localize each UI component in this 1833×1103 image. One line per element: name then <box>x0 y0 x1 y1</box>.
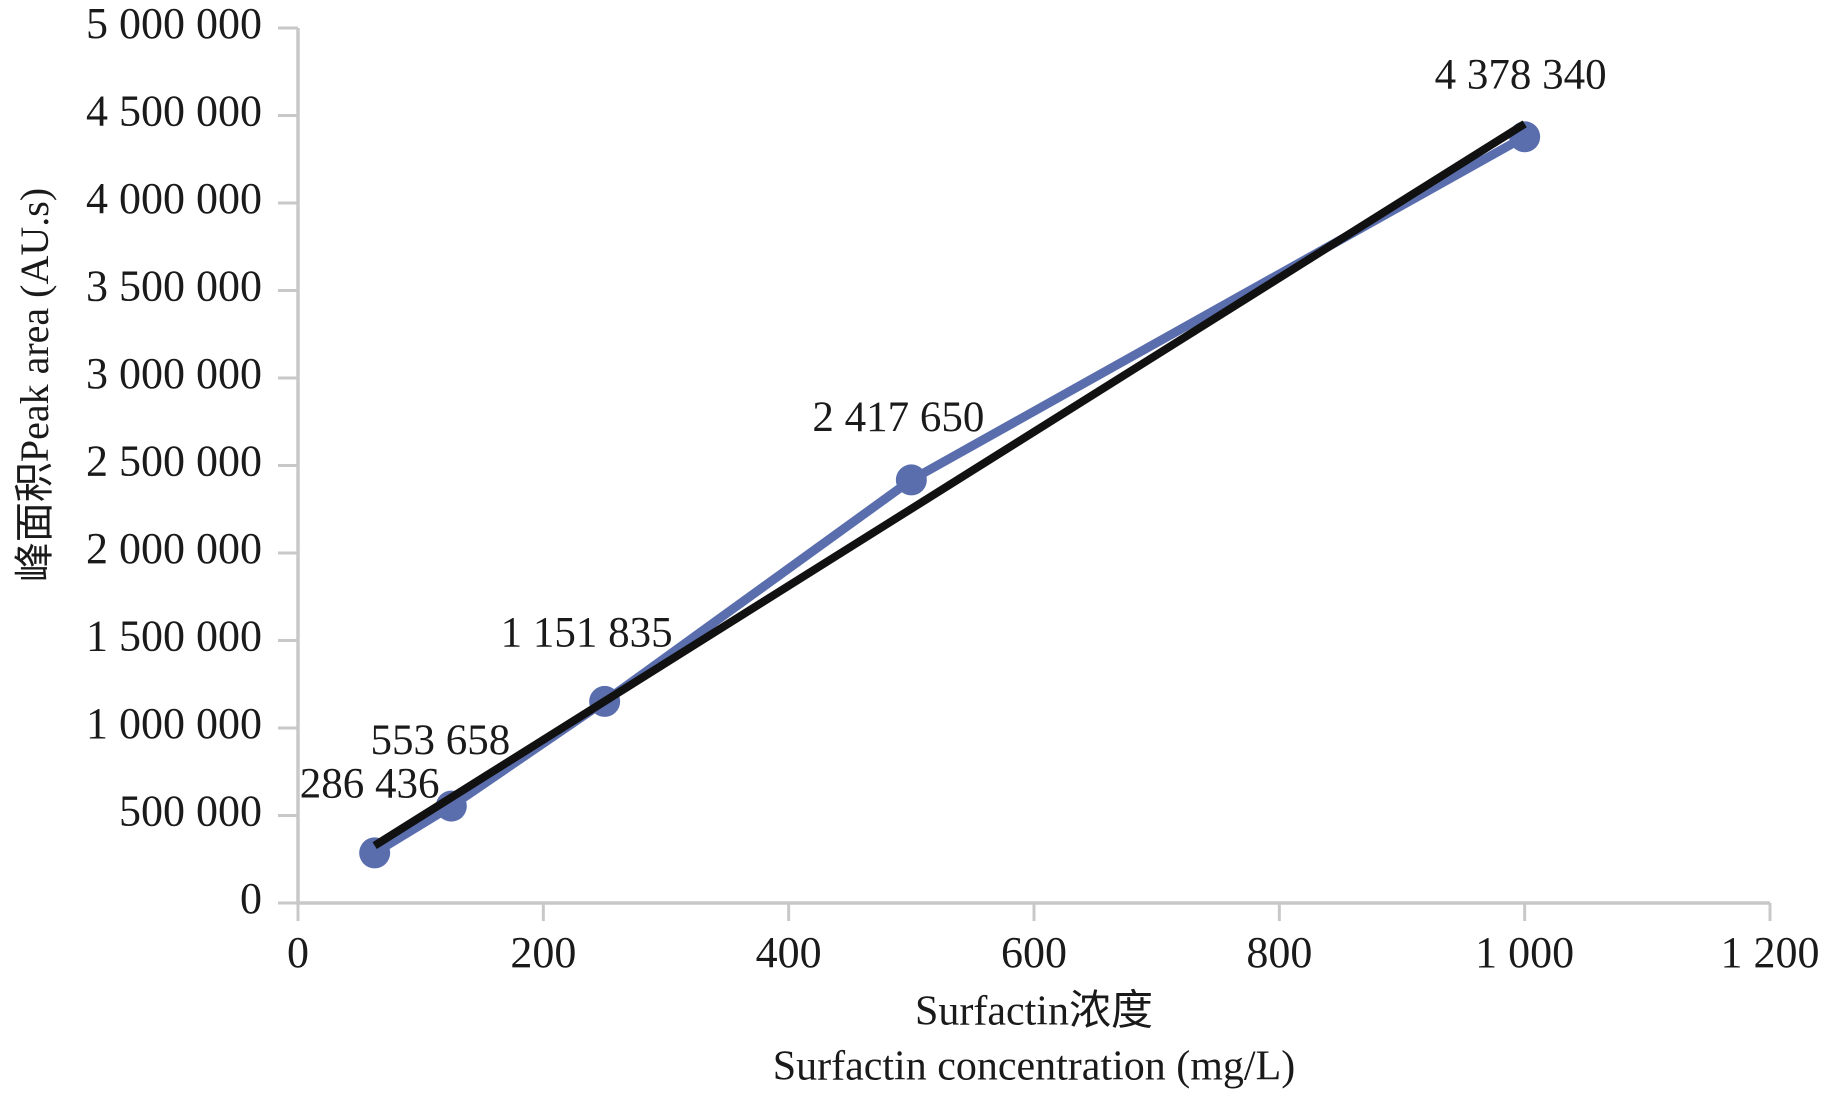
y-tick-label: 4 500 000 <box>86 87 262 136</box>
x-axis-title-line2: Surfactin concentration (mg/L) <box>773 1044 1295 1090</box>
y-tick-label: 1 500 000 <box>86 612 262 661</box>
y-tick-label: 0 <box>240 874 262 923</box>
x-tick-label: 400 <box>756 928 822 977</box>
series-line <box>370 132 1530 858</box>
y-axis-title: 峰面积Peak area (AU.s) <box>12 188 57 582</box>
trendline <box>372 120 1527 850</box>
y-tick-label: 1 000 000 <box>86 699 262 748</box>
data-point-label: 2 417 650 <box>812 394 984 441</box>
data-point-label: 286 436 <box>300 761 440 808</box>
x-tick-label: 800 <box>1246 928 1312 977</box>
data-point-label: 1 151 835 <box>501 609 673 656</box>
data-point-marker <box>895 464 927 496</box>
x-tick-label: 1 000 <box>1475 928 1574 977</box>
y-tick-label: 500 000 <box>119 787 262 836</box>
x-tick-label: 1 200 <box>1721 928 1820 977</box>
data-point-label: 4 378 340 <box>1435 52 1607 99</box>
y-tick-label: 4 000 000 <box>86 174 262 223</box>
y-tick-label: 5 000 000 <box>86 0 262 48</box>
axes-layer: 0 500 000 1 000 000 1 500 000 2 000 000 2 500… <box>86 0 1820 977</box>
plot-layer <box>359 120 1541 869</box>
y-tick-label: 2 500 000 <box>86 437 262 486</box>
x-axis-title-line1: Surfactin浓度 <box>915 989 1153 1035</box>
x-tick-label: 600 <box>1001 928 1067 977</box>
y-tick-label: 2 000 000 <box>86 524 262 573</box>
data-point-label: 553 658 <box>370 717 510 764</box>
x-tick-label: 0 <box>287 928 309 977</box>
x-tick-label: 200 <box>510 928 576 977</box>
y-tick-label: 3 500 000 <box>86 262 262 311</box>
y-tick-label: 3 000 000 <box>86 349 262 398</box>
